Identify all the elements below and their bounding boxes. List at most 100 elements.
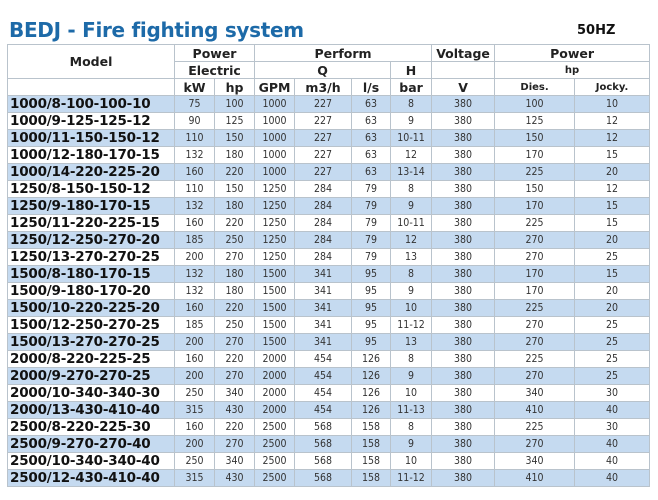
value-cell: 380 xyxy=(431,282,496,300)
value-cell: 225 xyxy=(494,163,576,181)
table-row: 1500/13-270-270-25 200 270 1500 341 95 13 380 27… xyxy=(7,333,651,351)
value-cell: 380 xyxy=(431,316,496,334)
value-cell: 170 xyxy=(494,197,576,215)
model-cell: 1500/10-220-225-20 xyxy=(7,299,175,317)
table-row: 1250/11-220-225-15 160 220 1250 284 79 10-11 38… xyxy=(7,214,651,232)
value-cell: 1250 xyxy=(254,197,296,215)
value-cell: 2500 xyxy=(254,418,296,436)
value-cell: 100 xyxy=(494,95,576,113)
value-cell: 380 xyxy=(431,299,496,317)
value-cell: 340 xyxy=(494,452,576,470)
value-cell: 79 xyxy=(351,231,392,249)
model-cell: 1500/9-180-170-20 xyxy=(7,282,175,300)
value-cell: 40 xyxy=(574,469,651,487)
value-cell: 126 xyxy=(351,401,392,419)
value-cell: 270 xyxy=(213,333,256,351)
value-cell: 227 xyxy=(294,146,353,164)
value-cell: 1000 xyxy=(254,146,296,164)
value-cell: 250 xyxy=(174,384,215,402)
value-cell: 454 xyxy=(294,384,353,402)
value-cell: 220 xyxy=(213,350,256,368)
frequency-label: 50HZ xyxy=(577,23,616,38)
value-cell: 380 xyxy=(431,146,496,164)
value-cell: 270 xyxy=(213,248,256,266)
value-cell: 380 xyxy=(431,248,496,266)
value-cell: 410 xyxy=(494,401,576,419)
table-row: 1250/9-180-170-15 132 180 1250 284 79 9 380 170 1… xyxy=(7,197,651,215)
value-cell: 380 xyxy=(431,231,496,249)
value-cell: 13-14 xyxy=(390,163,433,181)
value-cell: 10 xyxy=(390,384,433,402)
value-cell: 11-12 xyxy=(390,469,433,487)
value-cell: 2000 xyxy=(254,401,296,419)
value-cell: 11-12 xyxy=(390,316,433,334)
value-cell: 8 xyxy=(390,265,433,283)
value-cell: 160 xyxy=(174,163,215,181)
value-cell: 270 xyxy=(494,333,576,351)
value-cell: 250 xyxy=(213,316,256,334)
value-cell: 270 xyxy=(213,367,256,385)
value-cell: 95 xyxy=(351,265,392,283)
value-cell: 132 xyxy=(174,265,215,283)
value-cell: 63 xyxy=(351,112,392,130)
unit-header: kW xyxy=(174,78,215,96)
value-cell: 126 xyxy=(351,367,392,385)
value-cell: 30 xyxy=(574,418,651,436)
value-cell: 380 xyxy=(431,197,496,215)
value-cell: 10-11 xyxy=(390,129,433,147)
table-row: 1250/13-270-270-25 200 270 1250 284 79 13 380 27… xyxy=(7,248,651,266)
value-cell: 220 xyxy=(213,418,256,436)
table-row: 2000/9-270-270-25 200 270 2000 454 126 9 380 270… xyxy=(7,367,651,385)
value-cell: 150 xyxy=(213,129,256,147)
value-cell: 225 xyxy=(494,418,576,436)
value-cell: 284 xyxy=(294,214,353,232)
value-cell: 454 xyxy=(294,367,353,385)
value-cell: 25 xyxy=(574,367,651,385)
value-cell: 380 xyxy=(431,129,496,147)
value-cell: 2500 xyxy=(254,469,296,487)
value-cell: 63 xyxy=(351,146,392,164)
value-cell: 110 xyxy=(174,180,215,198)
value-cell: 9 xyxy=(390,197,433,215)
value-cell: 79 xyxy=(351,214,392,232)
value-cell: 315 xyxy=(174,401,215,419)
model-cell: 1250/12-250-270-20 xyxy=(7,231,175,249)
value-cell: 25 xyxy=(574,350,651,368)
value-cell: 1250 xyxy=(254,214,296,232)
value-cell: 12 xyxy=(574,129,651,147)
value-cell: 25 xyxy=(574,333,651,351)
value-cell: 270 xyxy=(494,367,576,385)
model-cell: 1250/13-270-270-25 xyxy=(7,248,175,266)
value-cell: 340 xyxy=(213,384,256,402)
table-row: 1000/14-220-225-20 160 220 1000 227 63 13-14 38… xyxy=(7,163,651,181)
value-cell: 15 xyxy=(574,265,651,283)
value-cell: 430 xyxy=(213,469,256,487)
value-cell: 12 xyxy=(390,231,433,249)
value-cell: 340 xyxy=(494,384,576,402)
unit-header: Jocky. xyxy=(574,78,651,96)
value-cell: 95 xyxy=(351,333,392,351)
value-cell: 380 xyxy=(431,180,496,198)
value-cell: 1500 xyxy=(254,265,296,283)
header-voltage: Voltage xyxy=(431,44,496,62)
model-cell: 2500/9-270-270-40 xyxy=(7,435,175,453)
value-cell: 40 xyxy=(574,452,651,470)
model-cell: 1500/13-270-270-25 xyxy=(7,333,175,351)
value-cell: 200 xyxy=(174,248,215,266)
value-cell: 250 xyxy=(174,452,215,470)
model-cell: 2500/10-340-340-40 xyxy=(7,452,175,470)
value-cell: 225 xyxy=(494,299,576,317)
table-row: 1000/12-180-170-15 132 180 1000 227 63 12 380 17… xyxy=(7,146,651,164)
value-cell: 15 xyxy=(574,197,651,215)
specs-table: Model Power Perform Voltage Power Electr… xyxy=(7,44,651,487)
value-cell: 170 xyxy=(494,146,576,164)
unit-header: hp xyxy=(213,78,256,96)
value-cell: 1250 xyxy=(254,180,296,198)
value-cell: 160 xyxy=(174,214,215,232)
value-cell: 110 xyxy=(174,129,215,147)
value-cell: 10 xyxy=(390,299,433,317)
value-cell: 380 xyxy=(431,469,496,487)
value-cell: 12 xyxy=(574,180,651,198)
value-cell: 380 xyxy=(431,350,496,368)
value-cell: 341 xyxy=(294,316,353,334)
